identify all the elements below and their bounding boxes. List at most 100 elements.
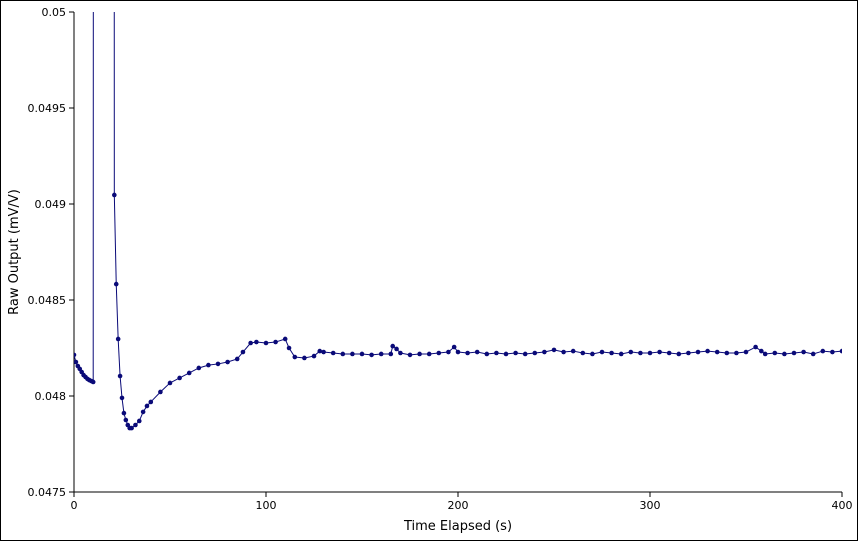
- point: [140, 409, 146, 415]
- point: [542, 349, 547, 355]
- point: [390, 343, 396, 349]
- point: [74, 352, 77, 358]
- point: [240, 349, 246, 355]
- point: [112, 192, 117, 198]
- point: [810, 351, 816, 357]
- point: [74, 359, 79, 365]
- point: [628, 349, 634, 355]
- point: [330, 350, 336, 356]
- point: [561, 349, 566, 355]
- point: [234, 356, 240, 362]
- y-tick-label: 0.05: [42, 6, 67, 19]
- point: [394, 346, 399, 352]
- x-tick-label: 100: [256, 499, 277, 512]
- point: [522, 351, 528, 357]
- x-tick-label: 200: [448, 499, 469, 512]
- point: [638, 350, 643, 356]
- point: [465, 350, 470, 356]
- point: [657, 349, 662, 355]
- point: [436, 350, 442, 356]
- point: [177, 375, 182, 381]
- point: [705, 348, 710, 354]
- point: [121, 410, 127, 416]
- point: [451, 344, 457, 350]
- point: [215, 361, 221, 367]
- point: [743, 349, 749, 355]
- point: [590, 351, 595, 357]
- point: [286, 345, 292, 351]
- x-tick-label: 400: [832, 499, 853, 512]
- point: [762, 351, 768, 357]
- point: [119, 395, 125, 401]
- y-tick-label: 0.0475: [28, 486, 67, 499]
- x-axis-label: Time Elapsed (s): [403, 519, 512, 534]
- point: [321, 349, 326, 355]
- point: [148, 399, 154, 405]
- point: [340, 351, 346, 357]
- point: [273, 339, 278, 345]
- point: [830, 349, 835, 355]
- point: [158, 389, 163, 395]
- point: [407, 352, 413, 358]
- x-tick-label: 0: [71, 499, 78, 512]
- point: [676, 351, 682, 357]
- point: [494, 350, 499, 356]
- point: [254, 339, 259, 345]
- point: [186, 370, 192, 376]
- point: [618, 351, 624, 357]
- point: [714, 349, 720, 355]
- point: [115, 336, 121, 342]
- point: [474, 349, 480, 355]
- point: [263, 340, 269, 346]
- point: [551, 347, 557, 353]
- point: [820, 348, 826, 354]
- point: [455, 349, 461, 355]
- point: [839, 348, 842, 354]
- point: [570, 348, 576, 354]
- point: [144, 403, 150, 409]
- point: [302, 355, 307, 361]
- y-axis-label: Raw Output (mV/V): [7, 189, 22, 315]
- point: [647, 350, 653, 356]
- point: [609, 350, 614, 356]
- point: [282, 336, 288, 342]
- point: [695, 349, 701, 355]
- point: [772, 350, 778, 356]
- point: [532, 350, 538, 356]
- point: [350, 351, 355, 357]
- point: [117, 373, 123, 379]
- point: [206, 362, 211, 368]
- point: [580, 350, 586, 356]
- series: [74, 12, 842, 431]
- point: [133, 422, 138, 428]
- point: [167, 380, 173, 386]
- point: [753, 344, 758, 350]
- point: [734, 350, 739, 356]
- point: [292, 354, 298, 360]
- point: [378, 351, 384, 357]
- point: [196, 365, 202, 371]
- point: [446, 349, 451, 355]
- y-tick-label: 0.048: [35, 390, 67, 403]
- point: [686, 350, 691, 356]
- point: [417, 351, 422, 357]
- point: [317, 348, 323, 354]
- y-tick-label: 0.0495: [28, 102, 67, 115]
- point: [724, 350, 730, 356]
- point: [791, 350, 797, 356]
- point: [426, 351, 432, 357]
- point: [113, 281, 119, 287]
- point: [398, 350, 403, 356]
- point: [484, 351, 490, 357]
- point: [90, 379, 96, 385]
- point: [801, 349, 806, 355]
- point: [311, 353, 317, 359]
- x-tick-label: 300: [640, 499, 661, 512]
- point: [359, 351, 365, 357]
- point: [136, 418, 142, 424]
- point: [782, 351, 787, 357]
- point: [123, 417, 129, 423]
- y-tick-label: 0.0485: [28, 294, 67, 307]
- point: [513, 350, 518, 356]
